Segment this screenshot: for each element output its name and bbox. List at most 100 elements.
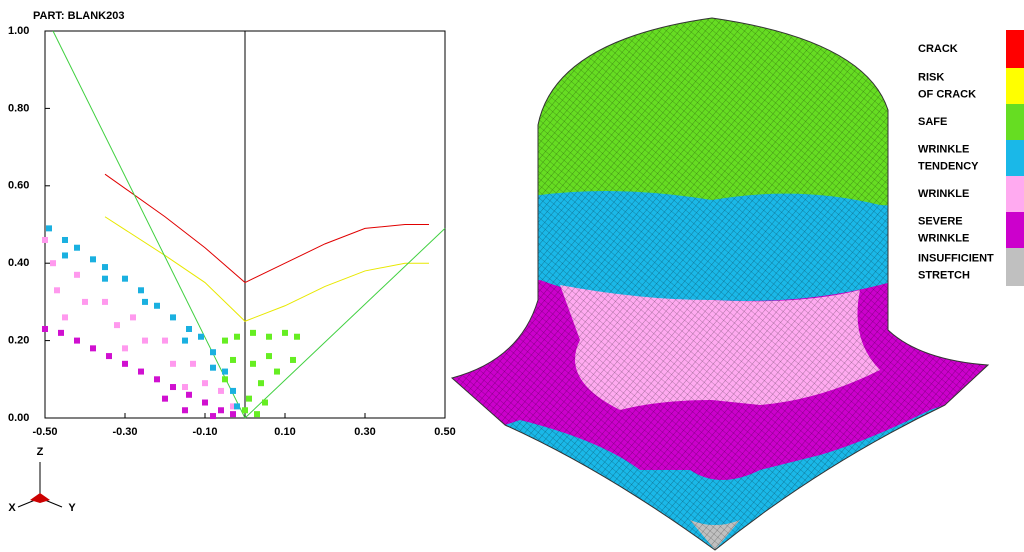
strain-point (210, 364, 216, 371)
legend-label: TENDENCY (918, 160, 979, 172)
strain-point (74, 271, 80, 278)
legend-label: INSUFFICIENT (918, 252, 994, 264)
legend-swatch (1006, 248, 1024, 286)
strain-point (142, 298, 148, 305)
strain-point (186, 391, 192, 398)
strain-point (90, 345, 96, 352)
triad-z: Z (37, 446, 44, 458)
strain-point (242, 407, 248, 414)
strain-point (102, 264, 108, 271)
strain-point (190, 360, 196, 367)
strain-point (258, 380, 264, 387)
legend-label: RISK (918, 71, 944, 83)
strain-point (162, 337, 168, 344)
legend-label: STRETCH (918, 269, 970, 281)
strain-point (102, 298, 108, 305)
legend-swatch (1006, 30, 1024, 68)
strain-point (218, 387, 224, 394)
part-outline (450, 17, 990, 551)
limit-line (244, 228, 446, 419)
strain-point (82, 298, 88, 305)
strain-point (62, 236, 68, 243)
strain-point (170, 314, 176, 321)
x-tick-label: -0.50 (32, 426, 57, 438)
strain-point (222, 376, 228, 383)
strain-point (182, 337, 188, 344)
legend-swatch (1006, 176, 1024, 212)
strain-point (182, 384, 188, 391)
strain-point (210, 349, 216, 356)
strain-point (106, 353, 112, 360)
strain-point (122, 360, 128, 367)
strain-point (46, 225, 52, 232)
strain-point (154, 376, 160, 383)
strain-point (182, 407, 188, 414)
strain-point (210, 413, 216, 420)
legend-swatch (1006, 212, 1024, 248)
strain-point (138, 287, 144, 294)
y-tick-label: 0.60 (8, 180, 29, 192)
strain-point (42, 236, 48, 243)
strain-point (142, 337, 148, 344)
strain-point (74, 337, 80, 344)
chart-title: PART: BLANK203 (33, 10, 124, 22)
strain-point (250, 360, 256, 367)
y-tick-label: 0.20 (8, 335, 29, 347)
strain-point (234, 403, 240, 410)
legend-swatch (1006, 140, 1024, 176)
legend-swatch (1006, 104, 1024, 140)
axis-triad: Z X Y (8, 446, 76, 514)
legend-label: SEVERE (918, 215, 963, 227)
strain-point (138, 368, 144, 375)
strain-point (274, 368, 280, 375)
mesh-part (452, 18, 988, 550)
legend-label: WRINKLE (918, 188, 969, 200)
strain-point (234, 333, 240, 340)
strain-point (230, 403, 236, 410)
strain-point (42, 325, 48, 332)
x-tick-label: -0.30 (112, 426, 137, 438)
limit-line (104, 173, 429, 284)
strain-point (254, 411, 260, 418)
strain-point (230, 356, 236, 363)
strain-point (114, 322, 120, 329)
x-tick-label: 0.30 (354, 426, 375, 438)
x-tick-label: 0.50 (434, 426, 455, 438)
triad-y: Y (68, 502, 76, 514)
y-tick-label: 0.40 (8, 257, 29, 269)
strain-point (54, 287, 60, 294)
legend-label: WRINKLE (918, 232, 969, 244)
strain-point (222, 368, 228, 375)
strain-point (230, 387, 236, 394)
strain-point (154, 302, 160, 309)
x-tick-label: 0.10 (274, 426, 295, 438)
strain-point (102, 275, 108, 282)
strain-point (222, 337, 228, 344)
strain-point (282, 329, 288, 336)
strain-point (74, 244, 80, 251)
triad-x: X (8, 502, 16, 514)
legend-swatch (1006, 68, 1024, 104)
strain-point (246, 395, 252, 402)
limit-line (104, 216, 429, 322)
strain-point (170, 360, 176, 367)
strain-point (290, 356, 296, 363)
strain-point (294, 333, 300, 340)
strain-point (130, 314, 136, 321)
strain-point (266, 333, 272, 340)
legend-label: CRACK (918, 43, 958, 55)
legend: CRACK RISK OF CRACK SAFE WRINKLE TENDENCY WRIN… (918, 30, 1024, 286)
strain-point (162, 395, 168, 402)
x-tick-label: -0.10 (192, 426, 217, 438)
limit-line (52, 30, 246, 419)
strain-point (122, 275, 128, 282)
strain-point (122, 345, 128, 352)
strain-point (218, 407, 224, 414)
y-tick-label: 0.00 (8, 412, 29, 424)
strain-point (58, 329, 64, 336)
strain-point (202, 380, 208, 387)
legend-label: SAFE (918, 116, 947, 128)
strain-point (202, 399, 208, 406)
